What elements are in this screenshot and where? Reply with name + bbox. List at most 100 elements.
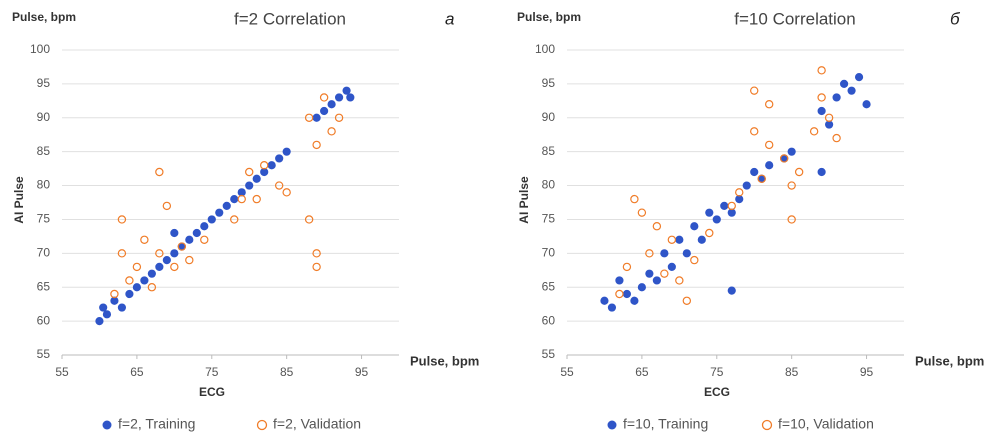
data-point — [237, 194, 246, 204]
data-point — [185, 235, 194, 244]
legend-marker — [102, 420, 112, 430]
data-point — [275, 154, 284, 163]
data-point — [260, 167, 269, 177]
data-point — [765, 140, 774, 150]
data-point — [334, 93, 344, 102]
data-point — [705, 208, 714, 217]
data-point — [215, 208, 224, 217]
data-point — [117, 215, 127, 224]
data-point — [847, 86, 856, 95]
data-point — [230, 215, 239, 224]
data-point — [200, 222, 209, 231]
legend-marker — [256, 419, 268, 431]
data-point — [327, 100, 336, 109]
x-unit: Pulse, bpm — [410, 353, 479, 368]
x-tick-label: 95 — [355, 365, 369, 379]
data-point — [809, 127, 819, 136]
data-point — [817, 106, 826, 116]
data-point — [132, 283, 141, 292]
data-point — [346, 93, 355, 102]
data-point — [832, 133, 841, 143]
data-point — [690, 255, 699, 265]
data-point — [682, 249, 691, 258]
data-point — [252, 174, 261, 183]
legend-marker — [607, 420, 617, 430]
data-point — [327, 127, 336, 136]
data-point — [765, 100, 774, 109]
x-tick-label: 85 — [280, 365, 294, 379]
data-point — [742, 181, 751, 190]
y-tick-label: 80 — [542, 178, 556, 192]
data-point — [110, 289, 119, 299]
data-point — [735, 188, 744, 197]
data-point — [155, 167, 164, 177]
data-point — [750, 86, 759, 95]
y-tick-label: 95 — [37, 76, 51, 90]
data-point — [200, 235, 209, 244]
data-point — [862, 100, 871, 109]
data-point — [825, 120, 834, 129]
data-point — [162, 256, 171, 265]
data-point — [192, 228, 201, 238]
data-point — [817, 66, 826, 75]
data-point — [170, 228, 179, 238]
data-point — [267, 161, 276, 170]
panel-label: а — [445, 9, 454, 28]
data-point — [675, 276, 684, 285]
x-tick-label: 65 — [130, 365, 144, 379]
data-point — [252, 194, 261, 204]
data-point — [622, 262, 632, 272]
data-point — [690, 222, 699, 231]
data-point — [622, 289, 632, 299]
data-point — [140, 276, 149, 285]
x-tick-label: 55 — [560, 365, 574, 379]
y-tick-label: 85 — [542, 144, 556, 158]
data-point — [630, 296, 639, 305]
data-point — [170, 262, 179, 272]
data-point — [304, 215, 314, 224]
y-axis-label: AI Pulse — [517, 176, 531, 224]
x-tick-label: 95 — [860, 365, 874, 379]
data-point — [312, 262, 321, 272]
data-point — [727, 201, 736, 211]
data-point — [99, 303, 108, 312]
y-unit: Pulse, bpm — [12, 10, 76, 24]
y-tick-label: 65 — [542, 279, 556, 293]
data-point — [817, 167, 826, 177]
data-point — [312, 140, 321, 150]
data-point — [660, 249, 669, 258]
data-point — [207, 215, 216, 224]
data-point — [155, 249, 164, 258]
data-point — [787, 181, 796, 190]
legend-label: f=2, Validation — [273, 416, 361, 432]
data-point — [652, 276, 661, 285]
data-point — [697, 235, 706, 244]
data-point — [652, 222, 662, 231]
data-point — [334, 113, 344, 122]
x-tick-label: 75 — [205, 365, 219, 379]
data-point — [615, 276, 624, 285]
data-point — [177, 242, 187, 251]
data-point — [660, 269, 669, 278]
data-point — [222, 201, 231, 210]
data-point — [637, 208, 647, 217]
data-point — [147, 283, 157, 292]
data-point — [230, 195, 239, 204]
y-axis-label: AI Pulse — [12, 176, 26, 224]
data-point — [319, 93, 329, 102]
data-point — [765, 161, 774, 170]
data-point — [727, 208, 736, 217]
data-point — [125, 276, 134, 285]
data-point — [117, 249, 127, 258]
data-point — [757, 174, 766, 183]
data-point — [125, 289, 134, 299]
y-tick-label: 60 — [542, 313, 556, 327]
x-tick-label: 85 — [785, 365, 799, 379]
data-point — [185, 255, 194, 265]
y-tick-label: 85 — [37, 144, 51, 158]
data-point — [260, 161, 269, 170]
data-point — [162, 201, 172, 211]
data-point — [667, 235, 677, 244]
